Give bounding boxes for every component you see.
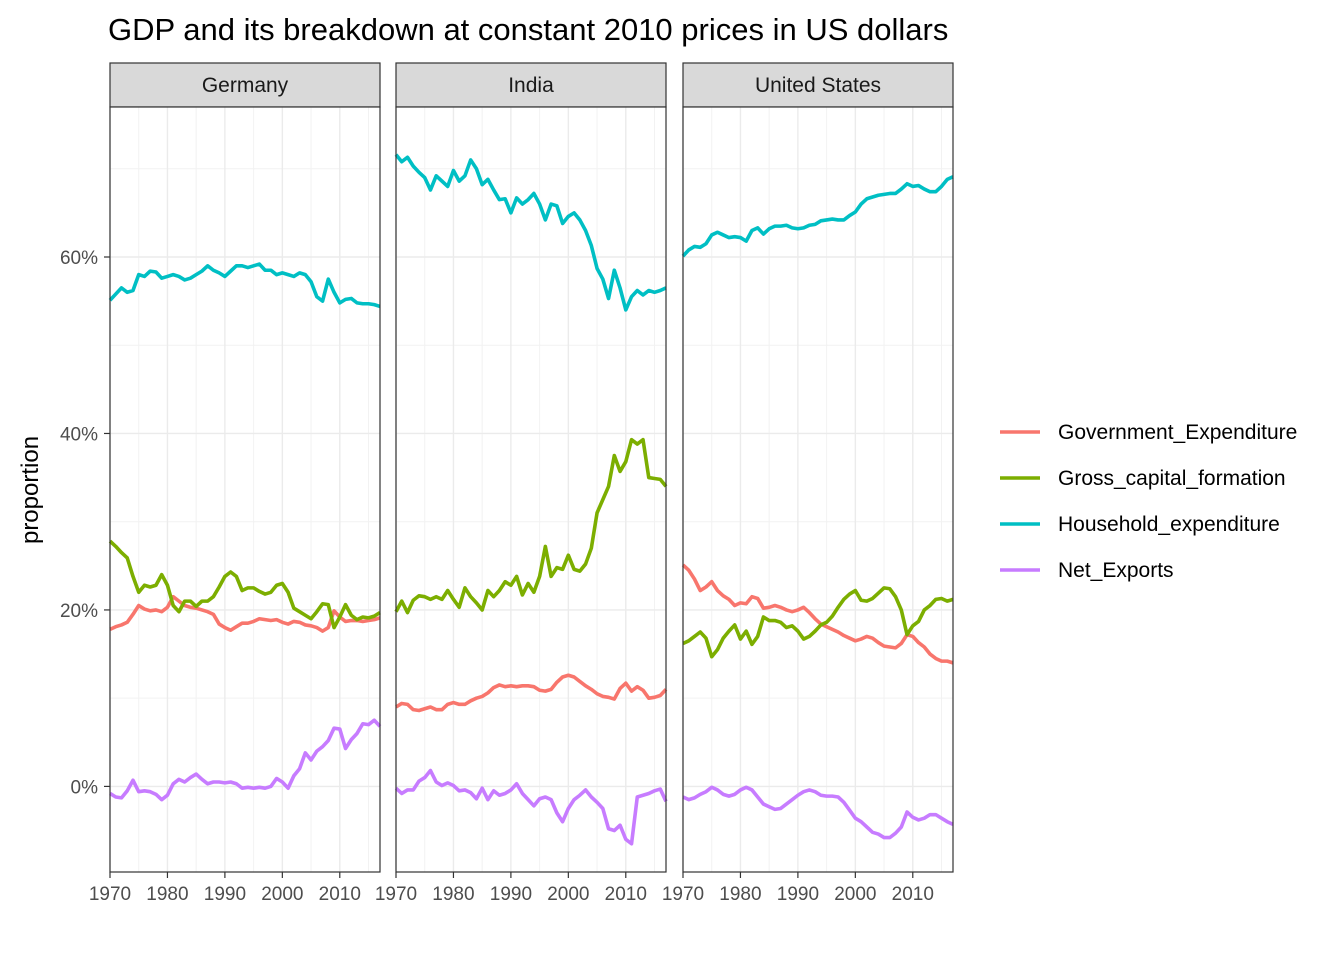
panel-background	[396, 107, 666, 872]
y-axis-title: proportion	[17, 436, 44, 544]
panel-background	[683, 107, 953, 872]
x-tick-label: 1970	[375, 884, 417, 905]
legend-label-gross-capital-formation: Gross_capital_formation	[1058, 467, 1286, 490]
x-tick-label: 2000	[834, 884, 876, 905]
y-tick-label: 0%	[71, 777, 99, 798]
strip-label-germany: Germany	[202, 74, 289, 97]
series-line-government-expenditure-germany	[109, 594, 381, 633]
x-tick-label: 2010	[605, 884, 647, 905]
y-tick-label: 60%	[60, 248, 98, 269]
x-tick-label: 1980	[146, 884, 188, 905]
y-tick-label: 20%	[60, 601, 98, 622]
panel-india: India 1970 1980 1990 2000 2010	[375, 62, 668, 905]
series-line-gross-capital-formation-germany	[108, 539, 381, 630]
series-line-household-expenditure-germany	[108, 262, 381, 309]
panel-united-states: United States 1970 1980 1990 2000 2010	[662, 62, 954, 905]
x-tick-label: 2000	[547, 884, 589, 905]
series-line-net-exports-united-states	[682, 785, 954, 840]
x-tick-label: 1970	[89, 884, 131, 905]
strip-label-united-states: United States	[755, 74, 881, 97]
strip-germany	[109, 62, 381, 108]
series-line-gross-capital-formation-india	[394, 437, 668, 615]
legend-label-government-expenditure: Government_Expenditure	[1058, 421, 1297, 444]
x-tick-label: 1990	[490, 884, 532, 905]
x-tick-label: 1990	[204, 884, 246, 905]
legend-label-household-expenditure: Household_expenditure	[1058, 513, 1280, 536]
chart-panels: Germany 1970 1980 1990 2000 2010 0% 20% 40% 60% In…	[60, 62, 954, 905]
panel-background	[110, 107, 380, 872]
series-line-government-expenditure-india	[395, 673, 668, 713]
strip-india	[395, 62, 667, 108]
series-line-household-expenditure-india	[394, 153, 667, 312]
chart-title: GDP and its breakdown at constant 2010 p…	[108, 12, 948, 47]
legend-item-net-exports: Net_Exports	[1000, 559, 1174, 582]
strip-label-india: India	[508, 74, 554, 97]
x-tick-label: 1990	[777, 884, 819, 905]
legend-item-government-expenditure: Government_Expenditure	[1000, 421, 1297, 444]
y-tick-label: 40%	[60, 424, 98, 445]
panel-border	[395, 106, 667, 873]
series-line-gross-capital-formation-united-states	[682, 586, 954, 659]
legend-item-gross-capital-formation: Gross_capital_formation	[1000, 467, 1286, 490]
x-tick-label: 2010	[892, 884, 934, 905]
legend-label-net-exports: Net_Exports	[1058, 559, 1174, 582]
series-line-household-expenditure-united-states	[681, 175, 954, 258]
panel-border	[682, 106, 954, 873]
x-tick-label: 2010	[319, 884, 361, 905]
panel-border	[109, 106, 381, 873]
strip-united-states	[682, 62, 954, 108]
legend-item-household-expenditure: Household_expenditure	[1000, 513, 1280, 536]
series-line-net-exports-india	[394, 768, 668, 846]
x-tick-label: 1980	[432, 884, 474, 905]
series-line-net-exports-germany	[109, 718, 382, 802]
panel-germany: Germany 1970 1980 1990 2000 2010 0% 20% 40% 60%	[60, 62, 382, 905]
x-tick-label: 1980	[719, 884, 761, 905]
x-tick-label: 1970	[662, 884, 704, 905]
x-tick-label: 2000	[261, 884, 303, 905]
legend: Government_Expenditure Gross_capital_form…	[1000, 421, 1297, 582]
